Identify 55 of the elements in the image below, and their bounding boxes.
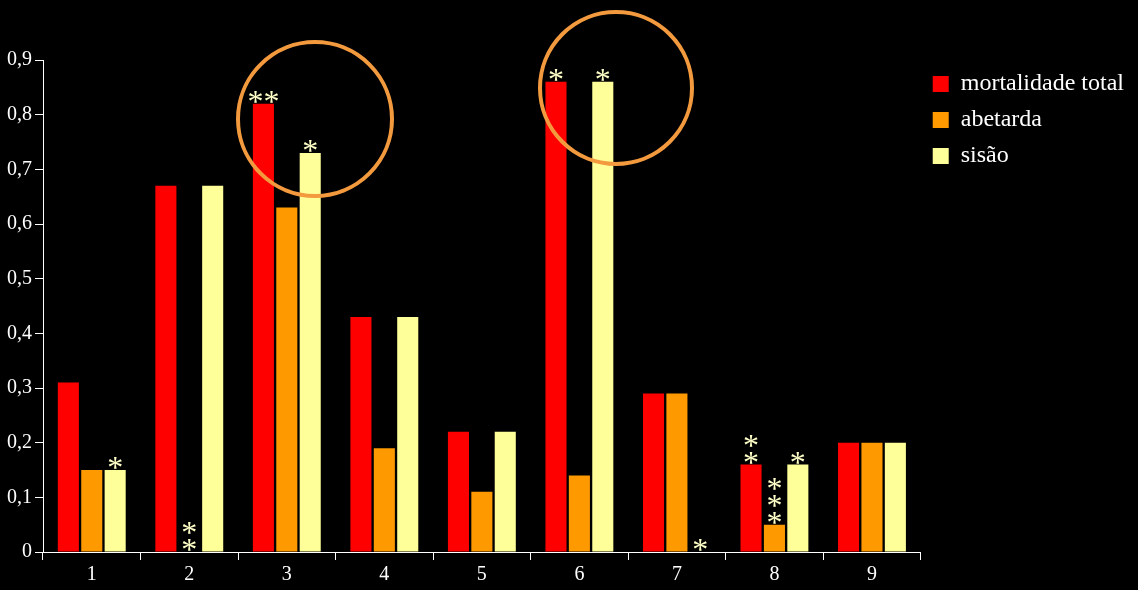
bar [787,464,809,552]
bar [884,442,906,552]
y-tick-label: 0,7 [7,156,32,179]
bar [373,448,395,552]
bar [666,393,688,552]
y-tick-label: 0,5 [7,265,32,288]
bar [397,316,419,552]
bar [642,393,665,552]
y-tick-label: 0,2 [7,429,32,452]
annotation: *** [766,469,783,540]
y-tick-label: 0,3 [7,375,32,398]
annotation: * [789,443,806,480]
bar [350,316,372,552]
bar [763,524,785,552]
legend-label: abetarda [960,105,1043,132]
x-tick-label: 9 [866,562,877,585]
bar [568,475,590,552]
bar [104,470,126,552]
bar [838,442,860,552]
bar [299,152,321,552]
annotation: * [692,531,709,567]
annotation: ** [247,82,280,119]
y-tick-label: 0,1 [7,484,32,507]
annotation: * [547,60,564,97]
annotation: ** [743,426,760,480]
bar [276,207,298,552]
x-tick-label: 5 [476,562,487,585]
y-tick-label: 0,8 [7,101,32,124]
y-tick-label: 0,9 [7,47,32,70]
bar [57,382,79,552]
annotation: * [107,449,124,485]
y-tick-label: 0,4 [7,320,32,343]
bar [252,103,274,552]
y-tick-label: 0 [22,539,32,562]
x-tick-label: 6 [574,562,585,585]
x-tick-label: 3 [281,562,292,585]
bar [494,431,516,552]
x-tick-label: 4 [379,562,390,585]
bar [740,464,762,552]
x-tick-label: 7 [671,562,682,585]
annotation: * [302,131,319,168]
legend-label: sisão [960,141,1009,168]
bar [545,81,567,552]
bar [471,491,493,552]
x-tick-label: 1 [86,562,97,585]
bar [81,470,103,552]
x-tick-label: 8 [769,562,780,585]
legend-label: mortalidade total [960,69,1125,96]
bar [155,185,177,552]
bar [592,81,614,552]
annotation: * [594,60,611,97]
bar [202,185,224,552]
y-tick-label: 0,6 [7,211,32,234]
bar [447,431,469,552]
bar [861,442,883,552]
